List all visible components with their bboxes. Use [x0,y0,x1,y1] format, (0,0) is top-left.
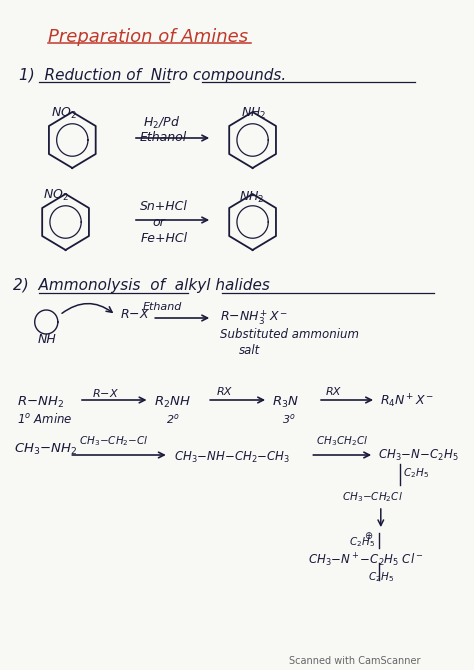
Text: CH$_3$$-$CH$_2$Cl: CH$_3$$-$CH$_2$Cl [342,490,403,504]
Text: R$-$X: R$-$X [119,308,149,321]
Text: Scanned with CamScanner: Scanned with CamScanner [289,656,421,666]
Text: Preparation of Amines: Preparation of Amines [48,28,248,46]
Text: CH$_3$$-$NH$_2$: CH$_3$$-$NH$_2$ [15,442,78,457]
Text: NO$_2$: NO$_2$ [44,188,69,203]
Text: CH$_3$$-$NH$-$CH$_2$$-$CH$_3$: CH$_3$$-$NH$-$CH$_2$$-$CH$_3$ [173,450,290,465]
Text: Ethanol: Ethanol [140,131,187,144]
Text: R$-$NH$_2$: R$-$NH$_2$ [18,395,64,410]
Text: NH: NH [37,333,56,346]
Text: C$_2$H$_5$: C$_2$H$_5$ [403,466,429,480]
Text: R$-$X: R$-$X [91,387,118,399]
Text: Ethand: Ethand [143,302,182,312]
Text: CH$_3$$-$N$^+$$-$C$_2$H$_5$ Cl$^-$: CH$_3$$-$N$^+$$-$C$_2$H$_5$ Cl$^-$ [309,552,424,570]
Text: Fe+HCl: Fe+HCl [141,232,188,245]
Text: CH$_3$$-$CH$_2$$-$Cl: CH$_3$$-$CH$_2$$-$Cl [79,434,149,448]
Text: RX: RX [326,387,341,397]
Text: C$_2$H$_5$: C$_2$H$_5$ [349,535,375,549]
Text: 3$^o$: 3$^o$ [282,412,295,426]
Text: Substituted ammonium: Substituted ammonium [220,328,359,341]
Text: or: or [152,216,165,229]
Text: H$_2$/Pd: H$_2$/Pd [143,115,180,131]
Text: NH$_2$: NH$_2$ [241,106,266,121]
Text: 1$^o$ Amine: 1$^o$ Amine [18,412,73,426]
Text: R$_2$NH: R$_2$NH [154,395,191,410]
Text: $\oplus$: $\oplus$ [365,530,374,541]
Text: salt: salt [239,344,260,357]
Text: Sn+HCl: Sn+HCl [140,200,188,213]
Text: NH$_2$: NH$_2$ [239,190,264,205]
Text: R$_3$N: R$_3$N [272,395,299,410]
Text: 1)  Reduction of  Nitro compounds.: 1) Reduction of Nitro compounds. [19,68,286,83]
Text: 2)  Ammonolysis  of  alkyl halides: 2) Ammonolysis of alkyl halides [13,278,270,293]
Text: 2$^o$: 2$^o$ [166,412,179,426]
Text: R$-$NH$_3^+$X$^-$: R$-$NH$_3^+$X$^-$ [220,308,288,327]
Text: NO$_2$: NO$_2$ [51,106,77,121]
Text: R$_4$N$^+$X$^-$: R$_4$N$^+$X$^-$ [380,393,434,411]
Text: C$_2$H$_5$: C$_2$H$_5$ [368,570,394,584]
Text: CH$_3$$-$N$-$C$_2$H$_5$: CH$_3$$-$N$-$C$_2$H$_5$ [378,448,458,463]
Text: CH$_3$CH$_2$Cl: CH$_3$CH$_2$Cl [316,434,368,448]
Text: RX: RX [217,387,232,397]
